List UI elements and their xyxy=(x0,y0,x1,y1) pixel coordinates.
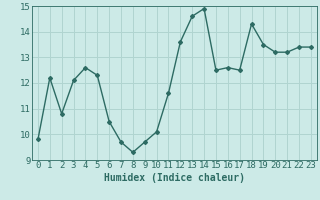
X-axis label: Humidex (Indice chaleur): Humidex (Indice chaleur) xyxy=(104,173,245,183)
